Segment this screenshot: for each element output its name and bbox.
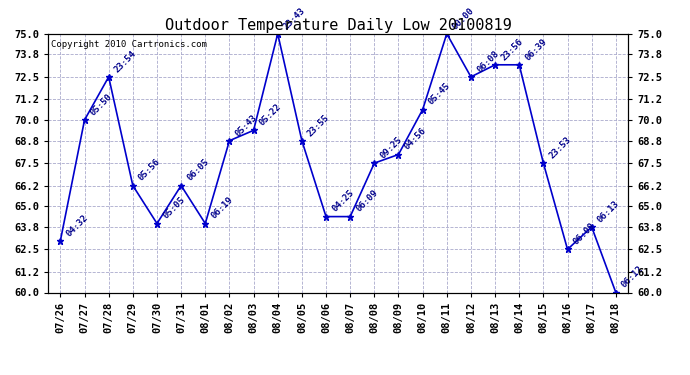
Text: 00:00: 00:00 <box>451 6 476 31</box>
Text: Copyright 2010 Cartronics.com: Copyright 2010 Cartronics.com <box>51 40 207 49</box>
Text: 05:56: 05:56 <box>137 158 162 183</box>
Text: 05:22: 05:22 <box>258 102 283 128</box>
Text: 06:39: 06:39 <box>524 37 549 62</box>
Text: 06:05: 06:05 <box>186 158 210 183</box>
Text: 06:08: 06:08 <box>475 49 500 74</box>
Text: 06:09: 06:09 <box>572 221 597 247</box>
Text: 04:56: 04:56 <box>403 126 428 152</box>
Text: 23:54: 23:54 <box>113 49 138 74</box>
Text: 06:19: 06:19 <box>210 195 235 221</box>
Text: 04:25: 04:25 <box>331 189 355 214</box>
Text: 23:43: 23:43 <box>282 6 307 31</box>
Text: 06:13: 06:13 <box>596 199 621 224</box>
Text: 23:55: 23:55 <box>306 112 331 138</box>
Text: 05:45: 05:45 <box>427 81 452 107</box>
Text: 04:32: 04:32 <box>65 213 90 238</box>
Text: 09:25: 09:25 <box>379 135 404 160</box>
Text: 23:56: 23:56 <box>500 37 524 62</box>
Text: 23:53: 23:53 <box>548 135 573 160</box>
Text: 05:05: 05:05 <box>161 195 186 221</box>
Text: 05:50: 05:50 <box>89 92 114 117</box>
Text: 06:09: 06:09 <box>355 189 380 214</box>
Text: 05:43: 05:43 <box>234 112 259 138</box>
Title: Outdoor Temperature Daily Low 20100819: Outdoor Temperature Daily Low 20100819 <box>165 18 511 33</box>
Text: 06:12: 06:12 <box>620 264 645 290</box>
